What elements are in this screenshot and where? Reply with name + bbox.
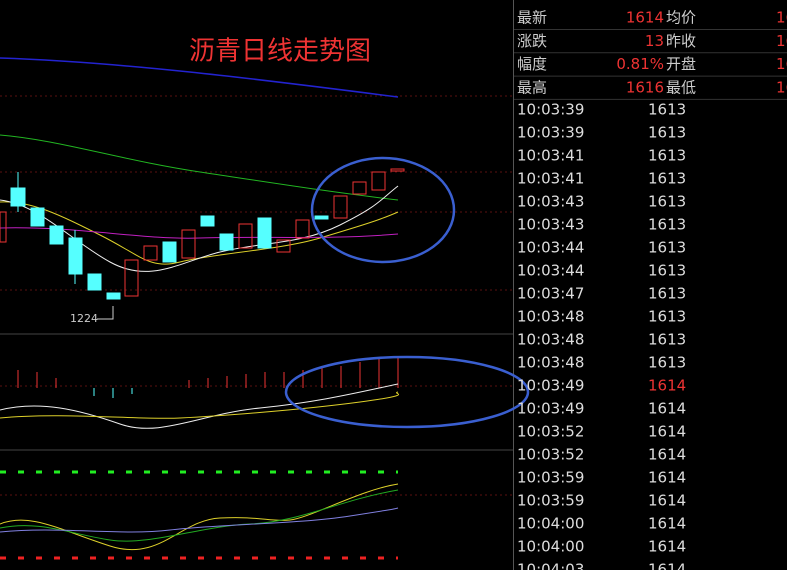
tick-price: 1613 — [648, 170, 686, 188]
volume-bars — [17, 356, 399, 388]
quote-value: 16 — [776, 55, 787, 73]
highlight-circle — [310, 156, 456, 264]
tick-price: 1614 — [648, 515, 686, 533]
ma-line — [0, 227, 399, 239]
quote-label: 开盘 — [666, 55, 696, 73]
tick-time: 10:04:00 — [517, 538, 584, 556]
tick-time: 10:03:41 — [517, 147, 584, 165]
tick-time: 10:03:52 — [517, 446, 584, 464]
highlight-circle — [284, 355, 530, 429]
tick-price: 1613 — [648, 239, 686, 257]
tick-price: 1613 — [648, 262, 686, 280]
tick-time: 10:03:59 — [517, 469, 584, 487]
oscillator-line — [0, 489, 399, 542]
tick-time: 10:03:44 — [517, 262, 584, 280]
tick-price: 1613 — [648, 285, 686, 303]
tick-time: 10:03:59 — [517, 492, 584, 510]
quote-panel: 最新1614均价16涨跌13昨收16幅度0.81%开盘16最高1616最低161… — [514, 9, 787, 570]
tick-time: 10:03:44 — [517, 239, 584, 257]
quote-value: 1616 — [626, 78, 664, 96]
tick-price: 1614 — [648, 423, 686, 441]
quote-label: 幅度 — [517, 55, 547, 73]
tick-price: 1613 — [648, 354, 686, 372]
tick-price: 1613 — [648, 124, 686, 142]
quote-label: 昨收 — [666, 32, 696, 50]
tick-time: 10:03:47 — [517, 285, 584, 303]
tick-time: 10:04:03 — [517, 561, 584, 570]
tick-price: 1614 — [648, 469, 686, 487]
tick-price: 1614 — [648, 538, 686, 556]
tick-price: 1613 — [648, 193, 686, 211]
volume-line — [0, 383, 399, 429]
tick-price: 1613 — [648, 101, 686, 119]
tick-time: 10:03:41 — [517, 170, 584, 188]
tick-time: 10:03:49 — [517, 400, 584, 418]
tick-price: 1614 — [648, 561, 686, 570]
tick-time: 10:04:00 — [517, 515, 584, 533]
tick-price: 1614 — [648, 492, 686, 510]
ma-line — [0, 57, 399, 98]
annotation: 1224 — [70, 312, 98, 325]
quote-value: 16 — [776, 9, 787, 27]
tick-price: 1613 — [648, 147, 686, 165]
oscillator-line — [0, 507, 399, 533]
tick-time: 10:03:48 — [517, 308, 584, 326]
quote-label: 最高 — [517, 78, 547, 96]
quote-value: 1614 — [626, 9, 664, 27]
tick-price: 1614 — [648, 400, 686, 418]
tick-time: 10:03:48 — [517, 354, 584, 372]
ma-line — [0, 201, 399, 265]
quote-value: 16 — [776, 32, 787, 50]
tick-time: 10:03:49 — [517, 377, 584, 395]
volume-line — [0, 391, 399, 419]
tick-time: 10:03:39 — [517, 101, 584, 119]
tick-time: 10:03:48 — [517, 331, 584, 349]
ma-line — [0, 185, 399, 272]
annotation-arrow — [97, 306, 114, 320]
tick-time: 10:03:39 — [517, 124, 584, 142]
quote-value: 16 — [776, 78, 787, 96]
tick-time: 10:03:43 — [517, 193, 584, 211]
ma-line — [0, 134, 399, 201]
quote-label: 最低 — [666, 78, 696, 96]
candles — [0, 168, 405, 300]
chart-title: 沥青日线走势图 — [189, 37, 371, 67]
tick-price: 1613 — [648, 216, 686, 234]
quote-label: 均价 — [666, 9, 696, 27]
tick-price: 1614 — [648, 446, 686, 464]
grid — [0, 95, 513, 496]
quote-label: 最新 — [517, 9, 547, 27]
tick-price: 1614 — [648, 377, 686, 395]
tick-price: 1613 — [648, 308, 686, 326]
quote-label: 涨跌 — [517, 32, 547, 50]
tick-price: 1613 — [648, 331, 686, 349]
tick-time: 10:03:43 — [517, 216, 584, 234]
tick-time: 10:03:52 — [517, 423, 584, 441]
quote-value: 0.81% — [616, 55, 664, 73]
oscillator-line — [0, 483, 399, 551]
quote-value: 13 — [645, 32, 664, 50]
